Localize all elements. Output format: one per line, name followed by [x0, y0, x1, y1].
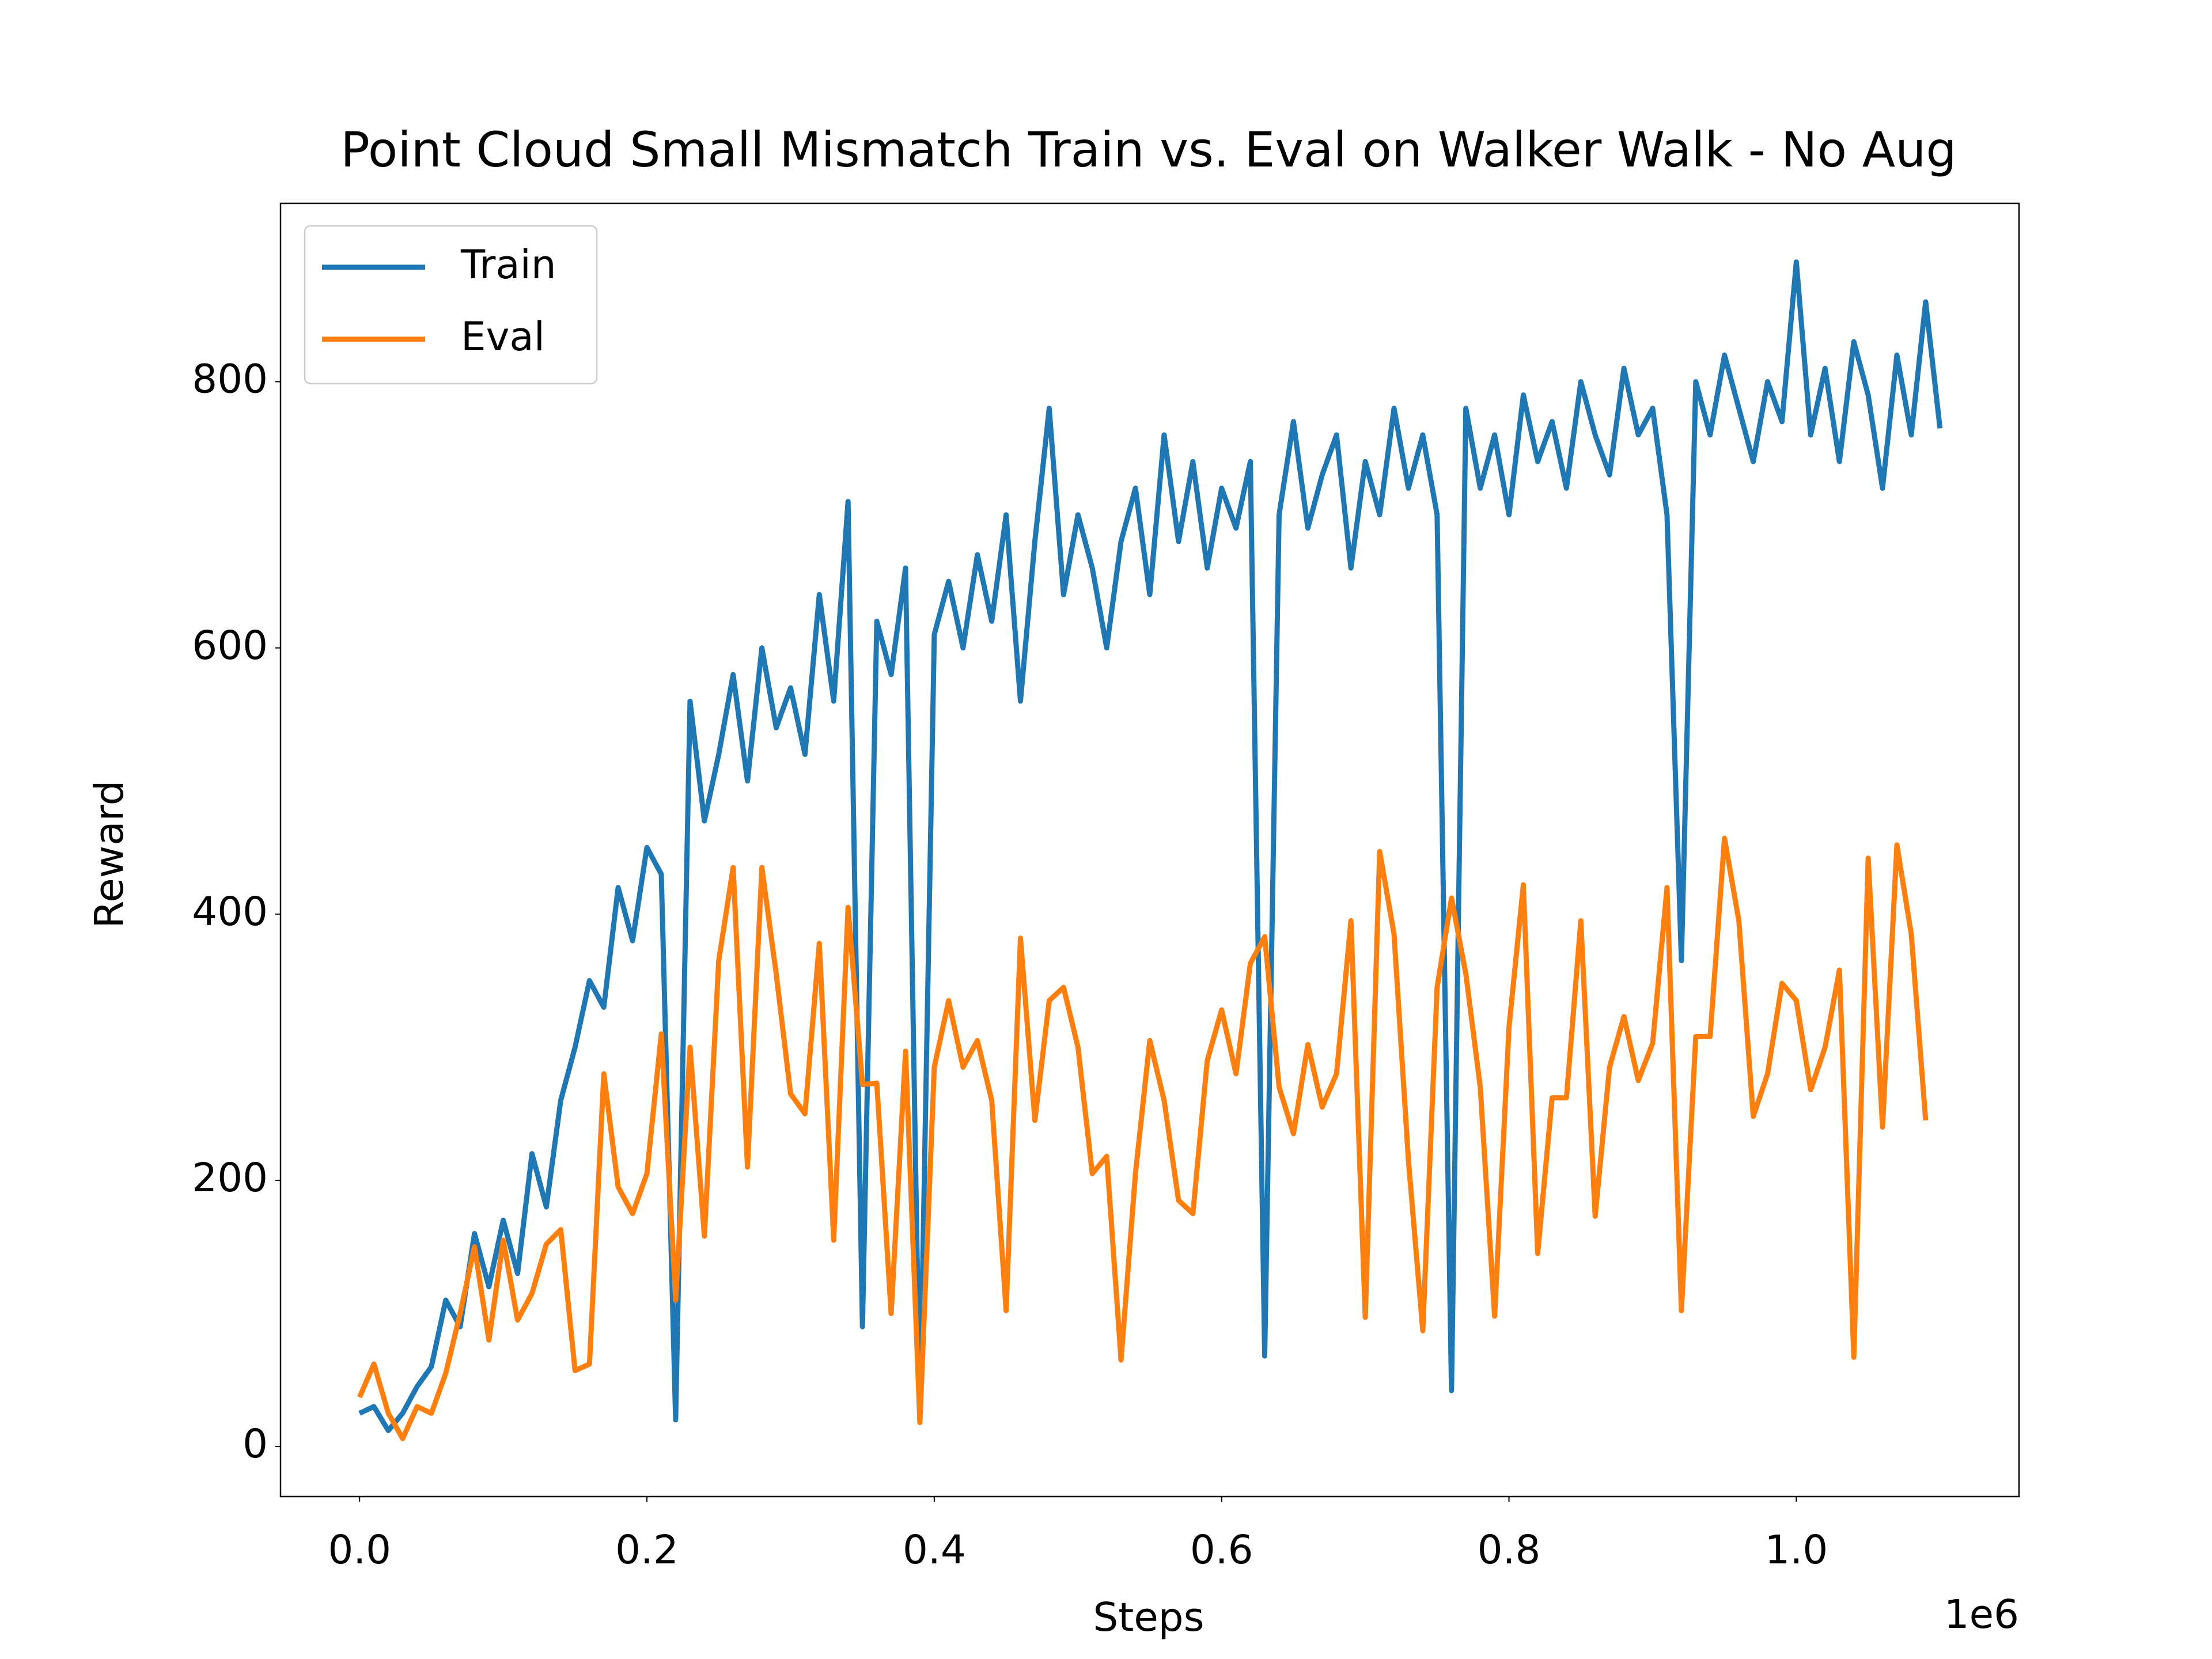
y-tick-label: 600	[192, 623, 268, 669]
x-tick-label: 0.0	[328, 1527, 391, 1573]
x-tick-label: 0.6	[1190, 1527, 1253, 1573]
x-tick-label: 0.2	[615, 1527, 679, 1573]
plot-frame	[279, 202, 2020, 1498]
x-tick-label: 0.4	[903, 1527, 966, 1573]
x-tick-label: 0.8	[1478, 1527, 1541, 1573]
y-tick-label: 0	[243, 1421, 268, 1467]
y-tick-label: 800	[192, 357, 268, 403]
x-offset-label: 1e6	[1944, 1592, 2019, 1638]
y-tick-label: 200	[192, 1155, 268, 1201]
legend-label: Train	[460, 242, 556, 288]
x-axis-label: Steps	[1093, 1594, 1204, 1641]
x-tick-label: 1.0	[1765, 1527, 1828, 1573]
y-tick-label: 400	[192, 889, 268, 935]
y-axis-label: Reward	[86, 781, 132, 929]
legend-label: Eval	[461, 314, 545, 360]
series-line	[358, 259, 1943, 1433]
chart-title: Point Cloud Small Mismatch Train vs. Eva…	[340, 122, 1956, 178]
series-line	[357, 835, 1929, 1441]
